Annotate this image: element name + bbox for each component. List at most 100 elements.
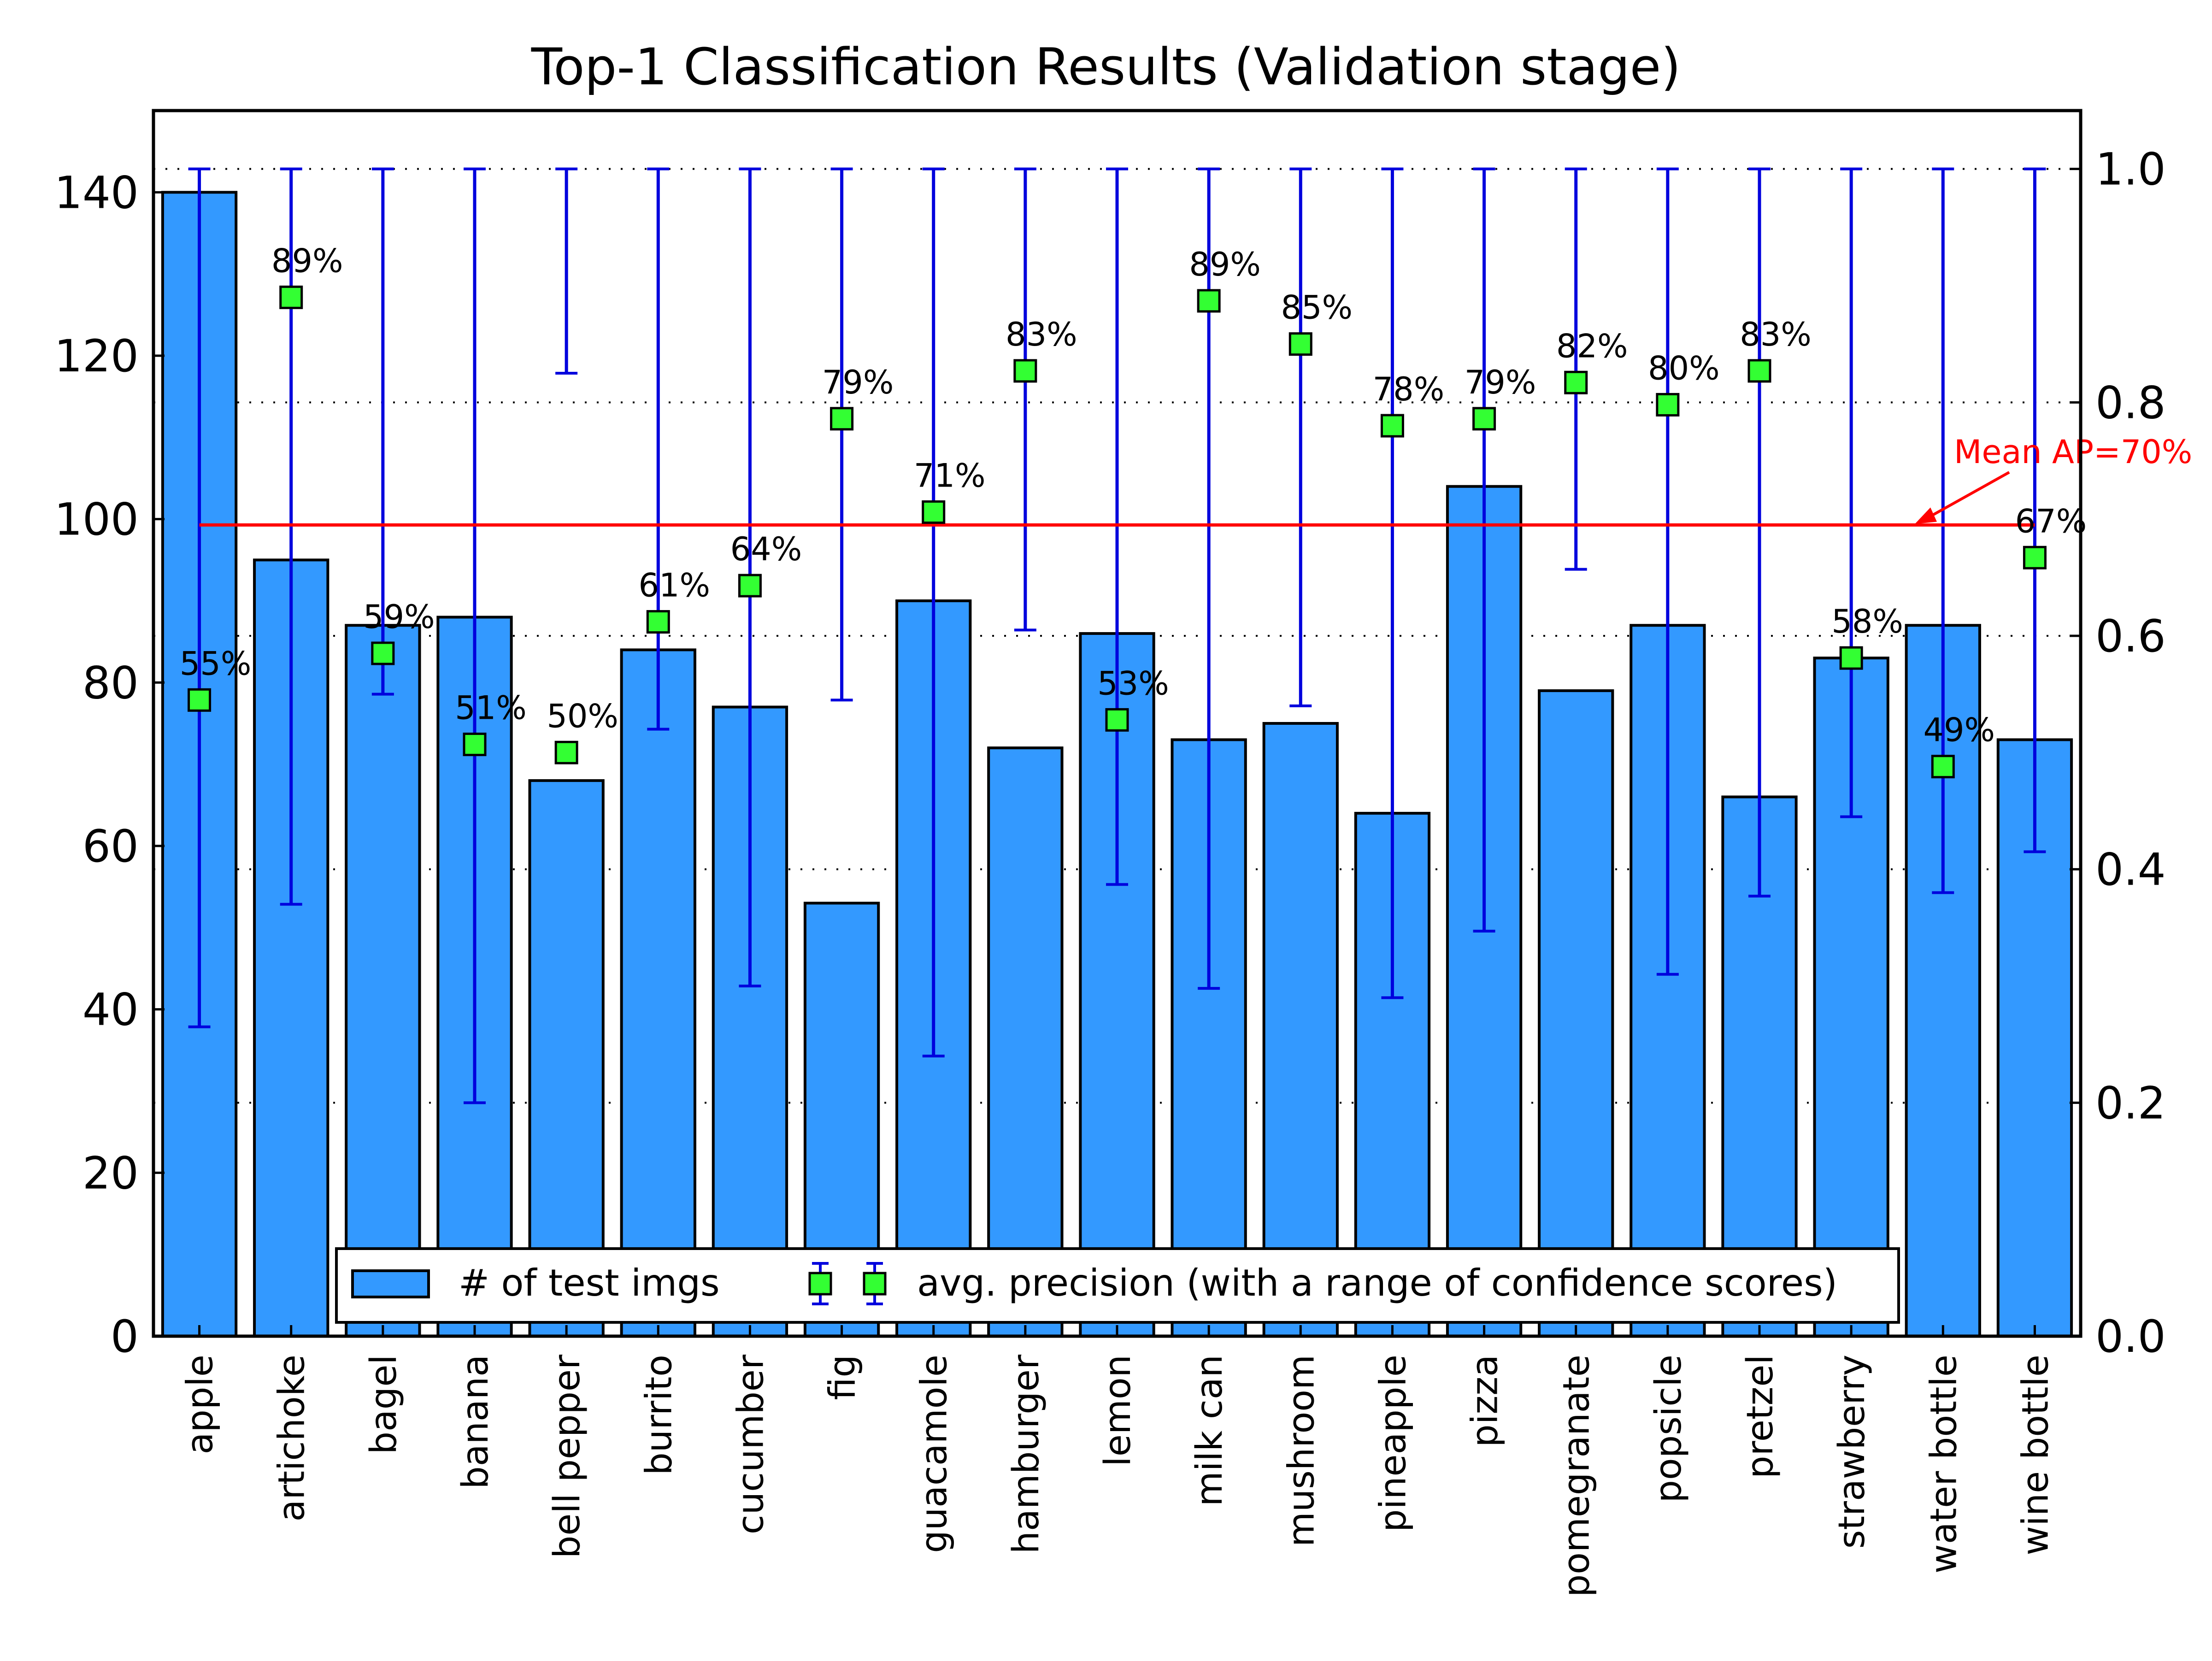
legend: # of test imgs avg. precision (with a ran… — [335, 1247, 1900, 1324]
right-tick-label: 0.0 — [2095, 1311, 2166, 1362]
right-tick-label: 1.0 — [2095, 144, 2166, 195]
precision-marker — [1105, 708, 1129, 732]
precision-label: 89% — [1189, 246, 1261, 283]
x-tick-label: fig — [822, 1355, 864, 1400]
precision-label: 51% — [455, 689, 527, 727]
mean-ap-line-group: Mean AP=70% — [199, 433, 2192, 527]
precision-marker — [371, 641, 395, 665]
chart-title: Top-1 Classification Results (Validation… — [531, 37, 1681, 96]
precision-label: 67% — [2015, 502, 2087, 540]
precision-label: 83% — [1006, 316, 1077, 353]
precision-marker — [922, 500, 946, 524]
precision-marker — [279, 285, 303, 309]
left-tick-label: 120 — [54, 330, 139, 382]
bar-hamburger — [987, 746, 1064, 1338]
precision-label: 83% — [1740, 316, 1812, 353]
precision-marker — [1656, 393, 1680, 417]
precision-label: 59% — [363, 598, 435, 636]
precision-label: 79% — [822, 364, 894, 401]
left-tick-label: 100 — [54, 494, 139, 546]
x-tick-label: popsicle — [1648, 1355, 1689, 1503]
precision-marker — [738, 574, 762, 598]
left-tick-label: 140 — [54, 167, 139, 218]
legend-marker — [863, 1272, 887, 1296]
bar-mushroom — [1262, 722, 1339, 1338]
x-tick-label: water bottle — [1923, 1355, 1965, 1573]
x-tick-label: hamburger — [1006, 1354, 1047, 1554]
precision-label: 82% — [1556, 327, 1628, 365]
x-tick-label: pizza — [1465, 1355, 1506, 1447]
left-tick-label: 40 — [82, 984, 139, 1036]
precision-marker — [463, 733, 487, 757]
precision-markers: 55% 89% 59% 51% 50% 61% 64% 79% 71% 83% 53% 89% 85% 7… — [180, 242, 2087, 779]
precision-marker — [1472, 407, 1496, 431]
left-tick-label: 0 — [111, 1311, 139, 1362]
precision-marker — [2023, 546, 2047, 569]
precision-label: 78% — [1373, 370, 1445, 408]
x-tick-label: bell pepper — [547, 1354, 588, 1558]
precision-marker — [554, 740, 578, 764]
precision-marker — [1013, 359, 1037, 383]
precision-label: 64% — [730, 530, 802, 568]
mean-ap-label: Mean AP=70% — [1954, 433, 2192, 471]
precision-label: 71% — [914, 457, 986, 494]
precision-label: 49% — [1923, 711, 1995, 749]
precision-label: 89% — [271, 242, 343, 280]
precision-label: 85% — [1281, 289, 1353, 327]
left-tick-label: 80 — [82, 657, 139, 709]
legend-marker — [808, 1272, 832, 1296]
precision-marker — [1747, 359, 1771, 383]
right-tick-label: 0.8 — [2095, 377, 2166, 428]
error-bars — [188, 167, 2046, 1104]
legend-precision-label: avg. precision (with a range of confiden… — [917, 1262, 1837, 1304]
x-tick-label: pomegranate — [1556, 1355, 1598, 1597]
x-tick-label: artichoke — [271, 1355, 313, 1522]
precision-label: 55% — [180, 645, 252, 682]
precision-marker — [1380, 414, 1404, 438]
x-tick-label: lemon — [1097, 1355, 1139, 1467]
mean-ap-arrowhead — [1915, 507, 1937, 524]
x-tick-label: guacamole — [914, 1355, 955, 1553]
plot-frame — [152, 109, 2083, 1338]
precision-label: 58% — [1831, 603, 1903, 640]
x-tick-label: pineapple — [1372, 1355, 1414, 1532]
legend-bar-swatch — [351, 1269, 430, 1298]
x-tick-label: bagel — [363, 1355, 405, 1454]
precision-label: 50% — [547, 697, 618, 735]
precision-marker — [1288, 332, 1312, 356]
right-tick-label: 0.2 — [2095, 1077, 2166, 1129]
right-tick-label: 0.4 — [2095, 844, 2166, 896]
precision-label: 79% — [1465, 364, 1536, 401]
precision-marker — [1197, 289, 1221, 313]
x-tick-label: cucumber — [730, 1354, 771, 1534]
bar-burrito — [620, 648, 696, 1338]
x-tick-label: milk can — [1189, 1355, 1230, 1506]
precision-label: 61% — [638, 567, 710, 605]
bar-wine-bottle — [1996, 738, 2073, 1338]
mean-ap-arrow — [1923, 471, 2010, 521]
right-tick-label: 0.6 — [2095, 610, 2166, 662]
precision-label: 53% — [1097, 664, 1169, 702]
x-tick-label: wine bottle — [2015, 1355, 2056, 1555]
precision-marker — [1564, 370, 1588, 394]
x-tick-label: burrito — [638, 1355, 680, 1475]
x-tick-label: strawberry — [1831, 1355, 1873, 1549]
left-tick-label: 20 — [82, 1147, 139, 1199]
legend-box — [335, 1247, 1900, 1324]
precision-marker — [1931, 755, 1955, 779]
bar-pomegranate — [1538, 689, 1614, 1338]
precision-marker — [646, 610, 670, 634]
x-tick-label: banana — [455, 1355, 496, 1489]
axes: 0 20 40 60 80 100 120 140 0.0 0.2 0.4 0.6 0.8 1.0 appl… — [54, 109, 2166, 1597]
left-tick-label: 60 — [82, 821, 139, 872]
precision-marker — [188, 688, 212, 712]
x-tick-label: apple — [180, 1355, 221, 1454]
bar-bagel — [345, 624, 421, 1338]
x-tick-label: mushroom — [1281, 1355, 1322, 1547]
x-tick-label: pretzel — [1740, 1355, 1781, 1479]
precision-marker — [1839, 646, 1863, 670]
legend-bar-label: # of test imgs — [459, 1262, 720, 1304]
precision-marker — [830, 407, 854, 431]
